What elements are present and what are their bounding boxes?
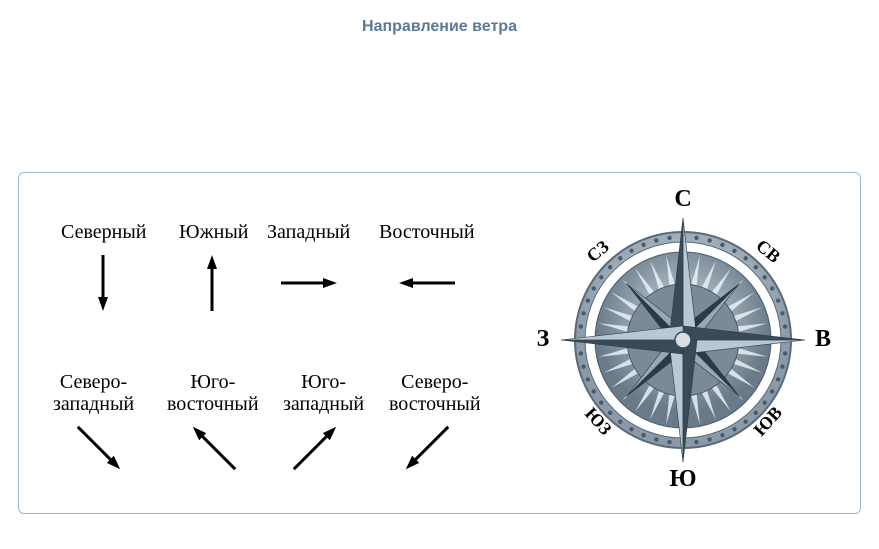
compass-label-e: В (807, 326, 839, 353)
compass-svg (528, 185, 838, 495)
wind-arrow (264, 238, 354, 328)
page-title: Направление ветра (0, 0, 879, 36)
compass-label-s: Ю (667, 466, 699, 493)
wind-arrow (58, 238, 148, 328)
compass-label-n: С (667, 186, 699, 213)
wind-arrow (270, 403, 360, 493)
wind-arrow (382, 238, 472, 328)
wind-arrow (169, 403, 259, 493)
wind-arrow (54, 403, 144, 493)
compass-label-w: З (527, 326, 559, 353)
diagram-panel: Северный Южный Западный Восточный Северо… (18, 172, 861, 514)
wind-arrow (382, 403, 472, 493)
compass-rose: СЮВЗСВЮВЮЗСЗ (528, 185, 838, 495)
wind-arrow (167, 238, 257, 328)
